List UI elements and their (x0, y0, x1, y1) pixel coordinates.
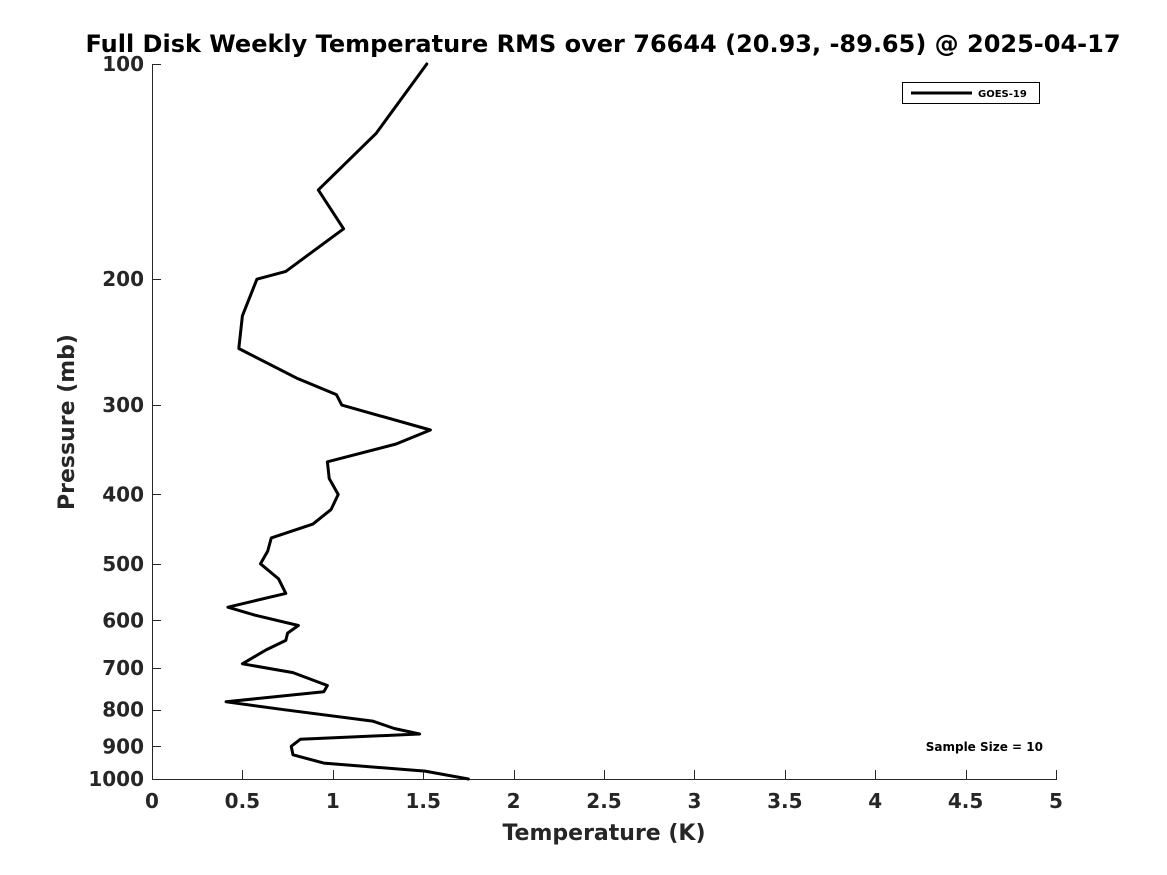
x-tick-label: 5 (1049, 789, 1063, 813)
x-tick-label: 3.5 (767, 789, 802, 813)
y-tick-label: 400 (102, 482, 144, 506)
y-tick-label: 700 (102, 656, 144, 680)
y-tick-label: 300 (102, 393, 144, 417)
y-tick-label: 600 (102, 608, 144, 632)
series-layer (224, 62, 470, 781)
y-tick-label: 500 (102, 552, 144, 576)
legend-label-goes-19: GOES-19 (978, 89, 1027, 100)
x-axis-label: Temperature (K) (502, 821, 705, 846)
chart-title: Full Disk Weekly Temperature RMS over 76… (85, 30, 1120, 58)
x-tick-label: 2 (507, 789, 521, 813)
x-tick-label: 3 (687, 789, 701, 813)
y-tick-label: 1000 (88, 767, 144, 791)
y-tick-label: 200 (102, 267, 144, 291)
y-tick-label: 100 (102, 52, 144, 76)
y-tick-label: 800 (102, 698, 144, 722)
y-axis-ticks: 100 200 300 400 500 600 700 800 900 1000 (88, 52, 161, 791)
series-line-goes-19 (224, 62, 470, 781)
x-tick-label: 4 (868, 789, 882, 813)
x-tick-label: 0.5 (225, 789, 260, 813)
y-tick-label: 900 (102, 734, 144, 758)
sample-size-annotation: Sample Size = 10 (926, 740, 1043, 754)
y-axis-label: Pressure (mb) (55, 334, 80, 510)
x-tick-label: 1.5 (405, 789, 440, 813)
x-tick-label: 4.5 (948, 789, 983, 813)
legend: GOES-19 (902, 82, 1040, 104)
x-tick-label: 0 (145, 789, 159, 813)
x-tick-label: 1 (326, 789, 340, 813)
x-axis-ticks: 0 0.5 1 1.5 2 2.5 3 3.5 4 4.5 5 (145, 770, 1063, 813)
x-tick-label: 2.5 (586, 789, 621, 813)
